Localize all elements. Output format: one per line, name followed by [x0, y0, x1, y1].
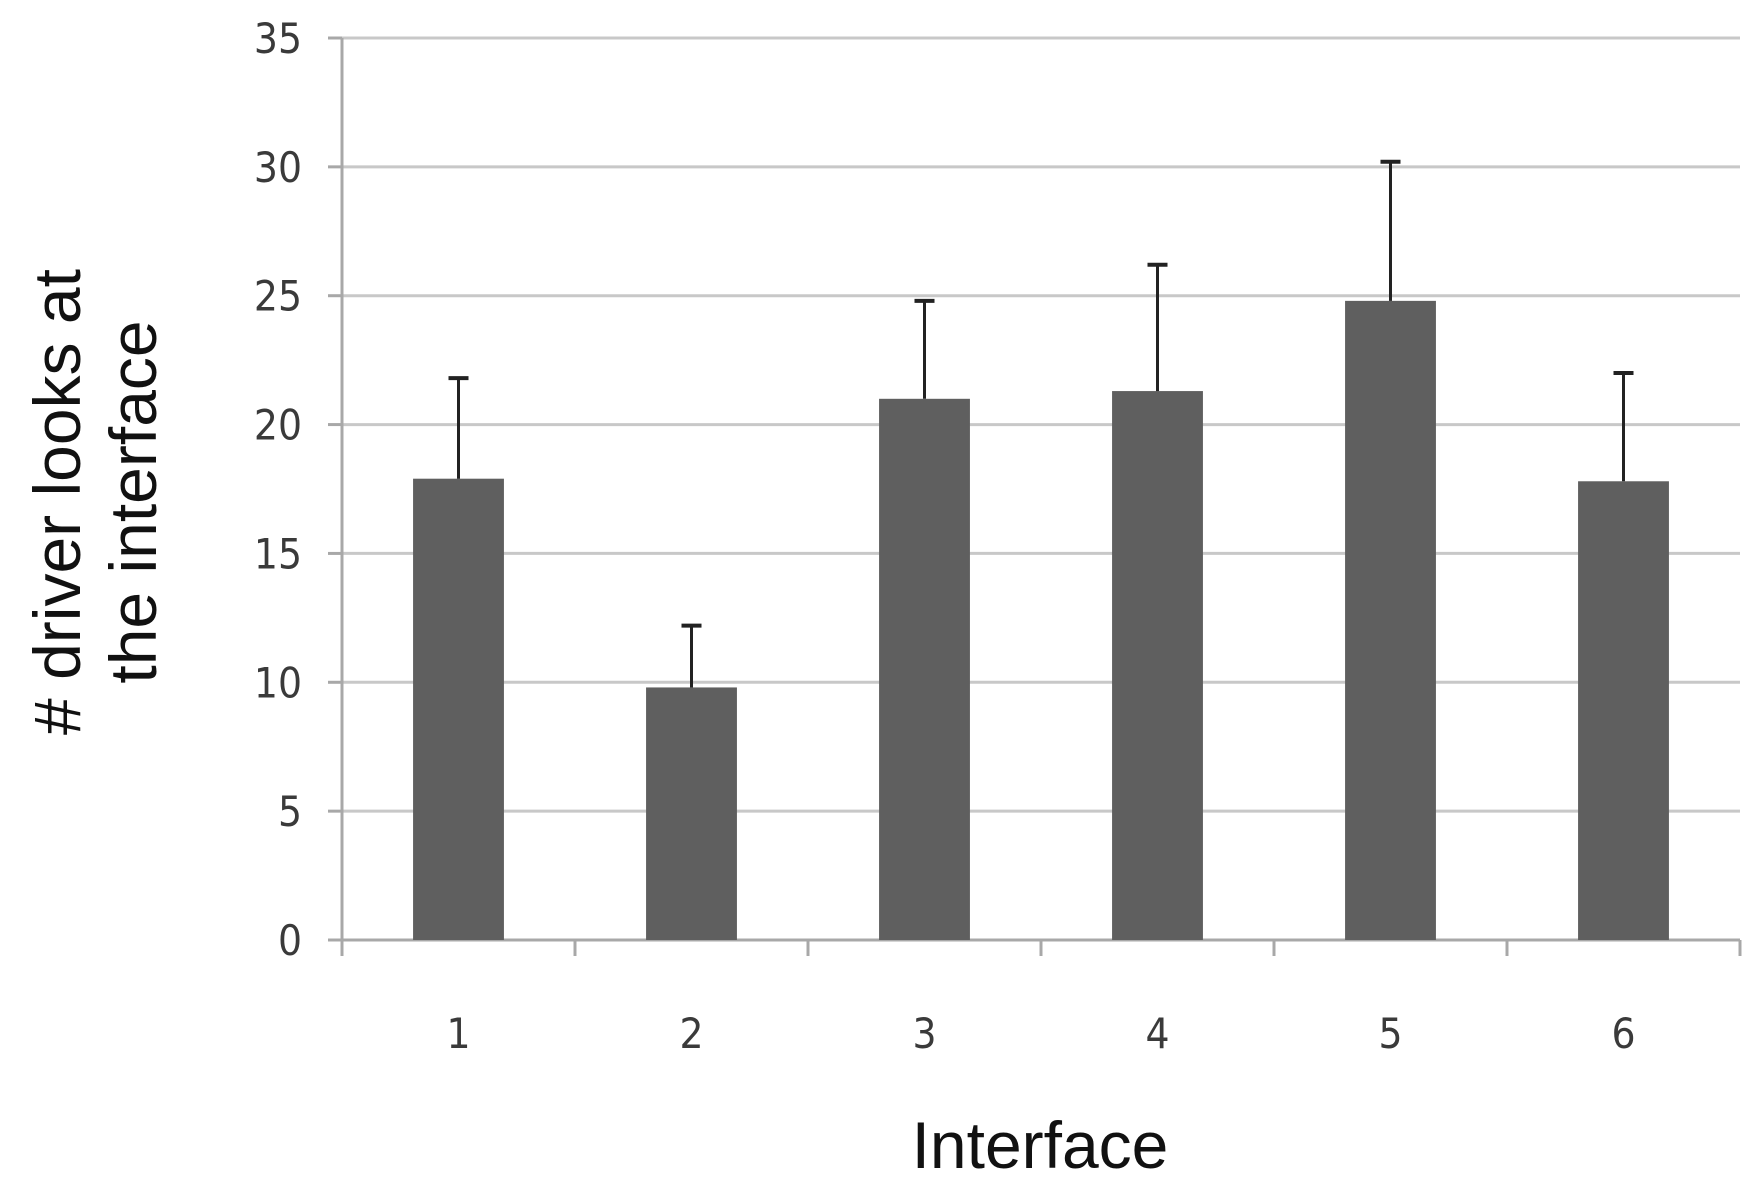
bar	[1345, 300, 1436, 941]
bar	[1112, 391, 1203, 940]
axes	[328, 36, 1742, 956]
y-tick-label: 20	[254, 401, 302, 450]
y-axis-title-line-2: the interface	[96, 320, 170, 683]
bar	[1578, 481, 1669, 940]
bar	[879, 398, 970, 940]
bar	[646, 687, 737, 940]
y-axis-title-line-1: # driver looks at	[20, 269, 94, 735]
x-axis-title: Interface	[912, 1108, 1169, 1182]
x-tick-label: 2	[679, 1009, 703, 1058]
y-tick-label: 25	[254, 272, 302, 321]
y-tick-label: 0	[278, 916, 302, 965]
y-tick-label: 15	[254, 529, 302, 578]
y-tick-label: 10	[254, 658, 302, 707]
x-tick-label: 6	[1611, 1009, 1635, 1058]
x-tick-labels: 1 2 3 4 5 6	[446, 1009, 1635, 1058]
x-tick-label: 3	[912, 1009, 936, 1058]
error-bars	[448, 159, 1634, 688]
y-tick-labels: 0 5 10 15 20 25 30 35	[254, 14, 302, 965]
bars	[413, 300, 1669, 941]
y-axis-title: # driver looks at the interface	[20, 269, 170, 735]
y-tick-label: 5	[278, 787, 302, 836]
bar	[413, 478, 504, 940]
x-tick-label: 1	[446, 1009, 470, 1058]
y-tick-label: 30	[254, 143, 302, 192]
gridlines	[342, 36, 1740, 813]
y-tick-label: 35	[254, 14, 302, 63]
x-tick-label: 4	[1145, 1009, 1169, 1058]
x-tick-label: 5	[1378, 1009, 1402, 1058]
